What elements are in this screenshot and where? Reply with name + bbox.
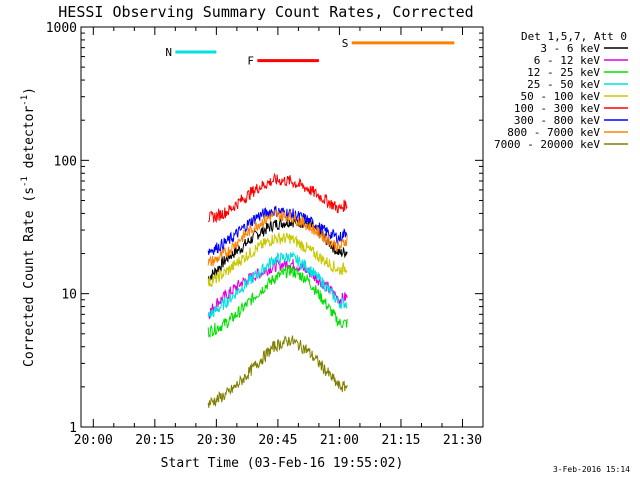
- flag-bars: N F S: [165, 37, 455, 68]
- x-tick-label: 20:45: [258, 433, 297, 448]
- flag-letter: S: [342, 37, 349, 50]
- legend-label: 300 - 800 keV: [514, 114, 600, 127]
- x-axis-ticks: 20:00 20:15 20:30 20:45 21:00 21:15 21:30: [74, 27, 482, 448]
- series-layer: [207, 172, 348, 408]
- y-tick-label: 1: [69, 421, 77, 436]
- y-axis-label-sup1: -1: [20, 176, 30, 187]
- x-tick-label: 20:00: [74, 433, 113, 448]
- flag-letter: F: [247, 55, 254, 68]
- series-line: [207, 264, 348, 339]
- series-line: [207, 210, 348, 267]
- plot-frame: [80, 26, 484, 428]
- x-tick-label: 20:15: [135, 433, 174, 448]
- legend-label: 3 - 6 keV: [540, 42, 600, 55]
- flag-letter: N: [165, 46, 172, 59]
- y-axis-label-mid: detector: [22, 106, 37, 177]
- legend-label: 25 - 50 keV: [527, 78, 600, 91]
- legend-label: 100 - 300 keV: [514, 102, 600, 115]
- y-tick-label: 10: [61, 288, 77, 303]
- legend-label: 50 - 100 keV: [521, 90, 601, 103]
- legend-label: 12 - 25 keV: [527, 66, 600, 79]
- y-tick-label: 100: [54, 154, 77, 169]
- y-axis-label-sup2: -1: [20, 95, 30, 106]
- y-axis-label: Corrected Count Rate (s-1 detector-1): [20, 87, 37, 367]
- y-tick-label: 1000: [46, 21, 77, 36]
- date-stamp: 3-Feb-2016 15:14: [553, 465, 630, 474]
- series-line: [207, 172, 348, 224]
- x-tick-label: 20:30: [197, 433, 236, 448]
- series-line: [207, 231, 348, 288]
- x-tick-label: 21:30: [443, 433, 482, 448]
- x-tick-label: 21:15: [381, 433, 420, 448]
- y-axis-label-main: Corrected Count Rate (s: [22, 187, 37, 367]
- series-line: [207, 335, 348, 408]
- legend-title: Det 1,5,7, Att 0: [521, 30, 627, 43]
- legend-label: 7000 - 20000 keV: [494, 138, 600, 151]
- legend-label: 800 - 7000 keV: [507, 126, 600, 139]
- y-axis-label-end: ): [22, 87, 37, 95]
- x-tick-label: 21:00: [320, 433, 359, 448]
- series-line: [207, 251, 348, 319]
- legend-label: 6 - 12 keV: [534, 54, 601, 67]
- y-axis-ticks: 1 10 100 1000: [46, 21, 483, 436]
- x-axis-label: Start Time (03-Feb-16 19:55:02): [161, 456, 404, 471]
- chart-title: HESSI Observing Summary Count Rates, Cor…: [58, 3, 473, 21]
